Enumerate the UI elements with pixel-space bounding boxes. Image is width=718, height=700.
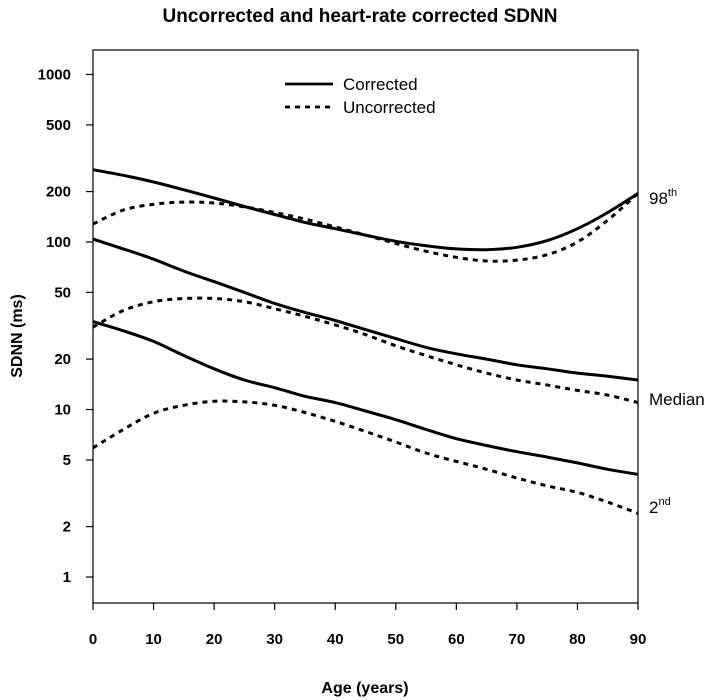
x-axis-title: Age (years) xyxy=(321,680,408,697)
y-axis: 1 2 5 10 20 50 100 200 500 1000 xyxy=(38,66,93,586)
x-tick-label: 60 xyxy=(448,631,465,648)
label-98th-percentile: 98th xyxy=(649,187,677,208)
y-tick-label: 20 xyxy=(54,351,71,368)
series-line-uncorrected-median xyxy=(92,296,639,405)
x-tick-label: 40 xyxy=(327,631,344,648)
plot-frame xyxy=(92,49,639,604)
label-2nd-main: 2 xyxy=(649,498,658,517)
label-median: Median xyxy=(649,390,705,409)
x-tick-label: 90 xyxy=(630,631,647,648)
y-tick-label: 100 xyxy=(46,234,71,251)
legend: Corrected Uncorrected xyxy=(285,75,436,117)
y-tick-label: 5 xyxy=(63,452,71,469)
series-line-corrected-98th xyxy=(92,168,639,252)
label-2nd-percentile: 2nd xyxy=(649,496,671,517)
legend-uncorrected-label: Uncorrected xyxy=(343,98,436,117)
y-tick-label: 50 xyxy=(54,284,71,301)
series-line-corrected-median xyxy=(92,237,639,382)
x-tick-label: 80 xyxy=(569,631,586,648)
series-layer xyxy=(92,168,640,515)
y-tick-label: 2 xyxy=(63,519,71,536)
x-tick-label: 70 xyxy=(509,631,526,648)
series-line-uncorrected-2nd xyxy=(92,399,639,515)
y-tick-label: 10 xyxy=(54,402,71,419)
series-line-corrected-2nd xyxy=(92,320,639,476)
x-tick-label: 50 xyxy=(387,631,404,648)
x-tick-label: 10 xyxy=(145,631,162,648)
y-tick-label: 1000 xyxy=(38,66,71,83)
y-tick-label: 1 xyxy=(63,569,71,586)
label-2nd-sup: nd xyxy=(658,496,670,508)
x-axis: 0 10 20 30 40 50 60 70 80 90 xyxy=(89,603,647,648)
series-line-uncorrected-98th xyxy=(92,192,640,263)
y-tick-label: 500 xyxy=(46,117,71,134)
y-axis-title: SDNN (ms) xyxy=(9,294,26,378)
label-98th-main: 98 xyxy=(649,189,668,208)
legend-corrected-label: Corrected xyxy=(343,75,418,94)
chart-title: Uncorrected and heart-rate corrected SDN… xyxy=(163,6,558,27)
y-tick-label: 200 xyxy=(46,184,71,201)
x-tick-label: 30 xyxy=(266,631,283,648)
label-98th-sup: th xyxy=(668,187,677,199)
x-tick-label: 20 xyxy=(206,631,223,648)
x-tick-label: 0 xyxy=(89,631,97,648)
